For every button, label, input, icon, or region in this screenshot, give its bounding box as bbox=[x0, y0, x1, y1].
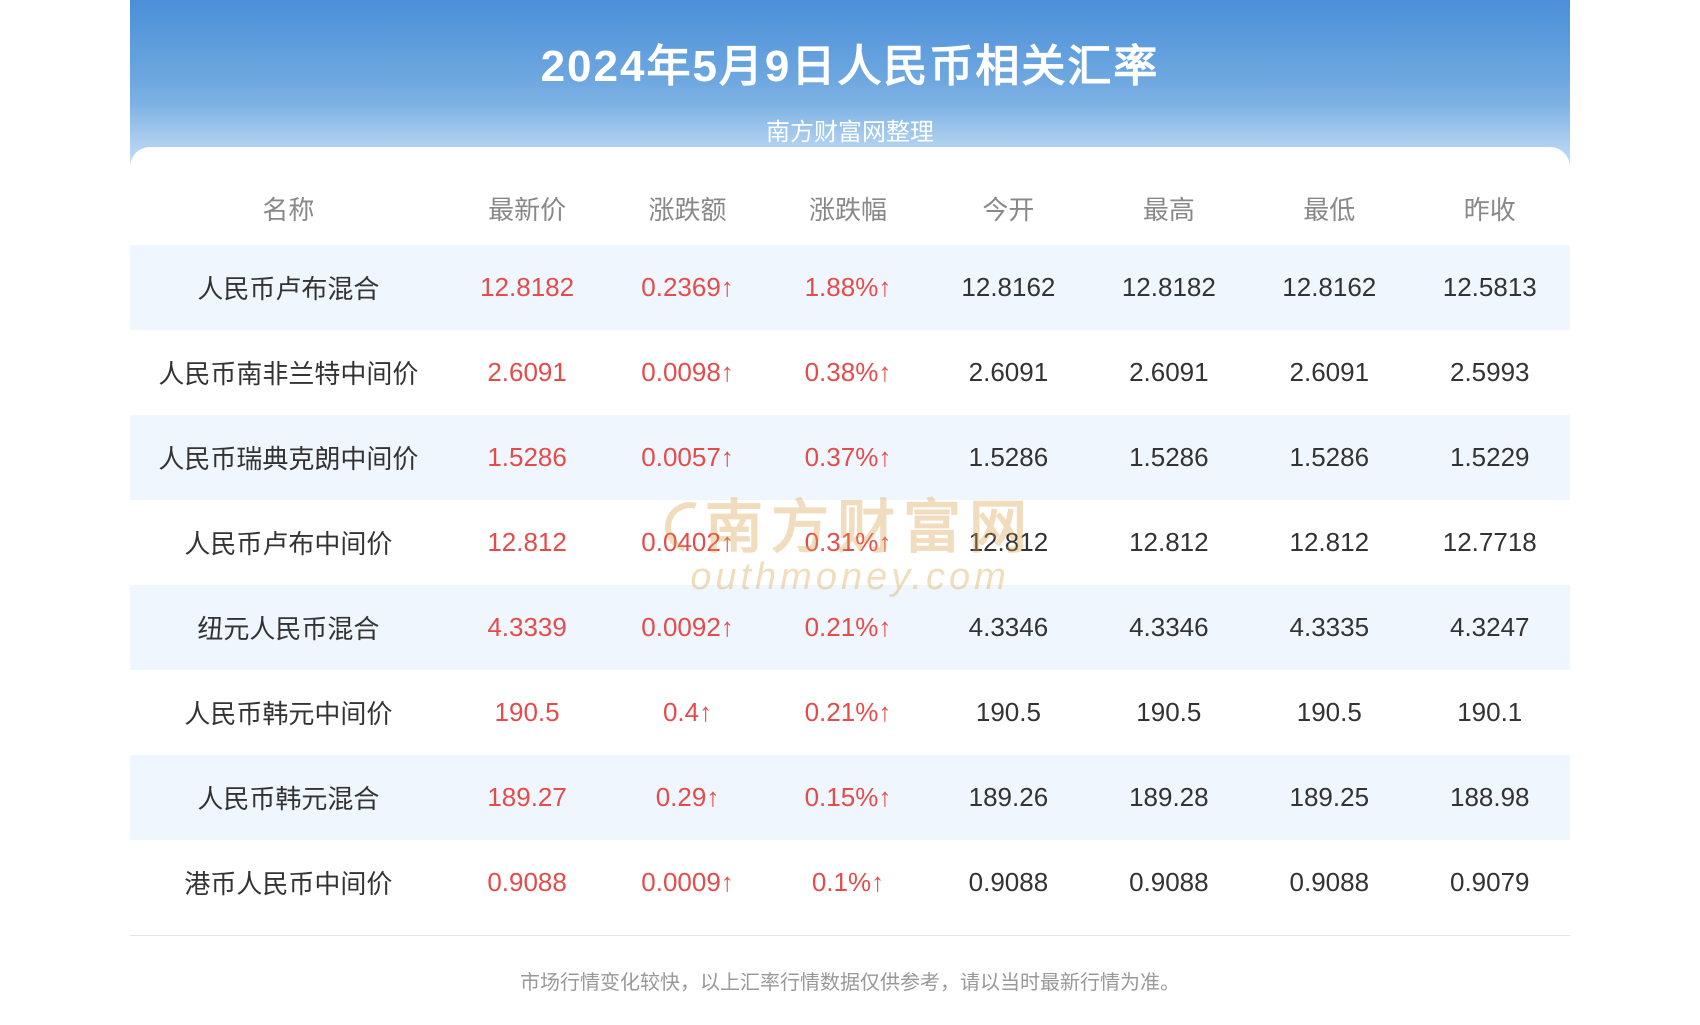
cell-open: 1.5286 bbox=[928, 415, 1088, 500]
cell-latest: 1.5286 bbox=[447, 415, 607, 500]
cell-latest: 12.812 bbox=[447, 500, 607, 585]
cell-low: 4.3335 bbox=[1249, 585, 1409, 670]
cell-open: 2.6091 bbox=[928, 330, 1088, 415]
cell-open: 190.5 bbox=[928, 670, 1088, 755]
cell-prev: 190.1 bbox=[1410, 670, 1571, 755]
cell-change-amt: 0.0009↑ bbox=[607, 840, 767, 925]
cell-name: 人民币韩元中间价 bbox=[130, 670, 447, 755]
cell-prev: 0.9079 bbox=[1410, 840, 1571, 925]
cell-change-amt: 0.29↑ bbox=[607, 755, 767, 840]
cell-prev: 188.98 bbox=[1410, 755, 1571, 840]
col-header-latest: 最新价 bbox=[447, 172, 607, 245]
col-header-prev: 昨收 bbox=[1410, 172, 1571, 245]
cell-prev: 4.3247 bbox=[1410, 585, 1571, 670]
page-container: 2024年5月9日人民币相关汇率 南方财富网整理 名称 最新价 涨跌额 涨跌幅 … bbox=[130, 0, 1570, 1025]
table-row: 人民币韩元混合189.270.29↑0.15%↑189.26189.28189.… bbox=[130, 755, 1570, 840]
cell-change-amt: 0.0402↑ bbox=[607, 500, 767, 585]
cell-change-pct: 0.38%↑ bbox=[768, 330, 928, 415]
page-title: 2024年5月9日人民币相关汇率 bbox=[130, 30, 1570, 94]
cell-change-amt: 0.0092↑ bbox=[607, 585, 767, 670]
cell-high: 12.812 bbox=[1089, 500, 1249, 585]
cell-change-pct: 0.21%↑ bbox=[768, 585, 928, 670]
cell-name: 纽元人民币混合 bbox=[130, 585, 447, 670]
cell-change-amt: 0.0098↑ bbox=[607, 330, 767, 415]
cell-change-amt: 0.0057↑ bbox=[607, 415, 767, 500]
exchange-rate-table: 名称 最新价 涨跌额 涨跌幅 今开 最高 最低 昨收 人民币卢布混合12.818… bbox=[130, 172, 1570, 925]
cell-high: 1.5286 bbox=[1089, 415, 1249, 500]
table-row: 纽元人民币混合4.33390.0092↑0.21%↑4.33464.33464.… bbox=[130, 585, 1570, 670]
cell-name: 人民币瑞典克朗中间价 bbox=[130, 415, 447, 500]
cell-change-pct: 0.21%↑ bbox=[768, 670, 928, 755]
cell-low: 0.9088 bbox=[1249, 840, 1409, 925]
table-row: 人民币卢布混合12.81820.2369↑1.88%↑12.816212.818… bbox=[130, 245, 1570, 330]
cell-name: 人民币韩元混合 bbox=[130, 755, 447, 840]
table-body: 人民币卢布混合12.81820.2369↑1.88%↑12.816212.818… bbox=[130, 245, 1570, 925]
table-row: 人民币卢布中间价12.8120.0402↑0.31%↑12.81212.8121… bbox=[130, 500, 1570, 585]
cell-latest: 4.3339 bbox=[447, 585, 607, 670]
cell-change-pct: 0.31%↑ bbox=[768, 500, 928, 585]
cell-high: 189.28 bbox=[1089, 755, 1249, 840]
table-row: 人民币南非兰特中间价2.60910.0098↑0.38%↑2.60912.609… bbox=[130, 330, 1570, 415]
cell-high: 4.3346 bbox=[1089, 585, 1249, 670]
cell-open: 12.812 bbox=[928, 500, 1088, 585]
cell-latest: 0.9088 bbox=[447, 840, 607, 925]
cell-prev: 12.7718 bbox=[1410, 500, 1571, 585]
cell-change-amt: 0.4↑ bbox=[607, 670, 767, 755]
cell-open: 189.26 bbox=[928, 755, 1088, 840]
footer-disclaimer: 市场行情变化较快，以上汇率行情数据仅供参考，请以当时最新行情为准。 bbox=[130, 935, 1570, 1025]
cell-high: 0.9088 bbox=[1089, 840, 1249, 925]
cell-change-pct: 1.88%↑ bbox=[768, 245, 928, 330]
col-header-open: 今开 bbox=[928, 172, 1088, 245]
cell-latest: 2.6091 bbox=[447, 330, 607, 415]
cell-change-pct: 0.15%↑ bbox=[768, 755, 928, 840]
cell-name: 人民币卢布混合 bbox=[130, 245, 447, 330]
table-card: 名称 最新价 涨跌额 涨跌幅 今开 最高 最低 昨收 人民币卢布混合12.818… bbox=[130, 147, 1570, 1025]
cell-latest: 12.8182 bbox=[447, 245, 607, 330]
col-header-high: 最高 bbox=[1089, 172, 1249, 245]
cell-name: 人民币卢布中间价 bbox=[130, 500, 447, 585]
cell-low: 1.5286 bbox=[1249, 415, 1409, 500]
cell-high: 2.6091 bbox=[1089, 330, 1249, 415]
col-header-change-amt: 涨跌额 bbox=[607, 172, 767, 245]
cell-name: 人民币南非兰特中间价 bbox=[130, 330, 447, 415]
page-subtitle: 南方财富网整理 bbox=[130, 112, 1570, 147]
header-banner: 2024年5月9日人民币相关汇率 南方财富网整理 bbox=[130, 0, 1570, 165]
cell-high: 190.5 bbox=[1089, 670, 1249, 755]
cell-low: 190.5 bbox=[1249, 670, 1409, 755]
cell-latest: 190.5 bbox=[447, 670, 607, 755]
cell-high: 12.8182 bbox=[1089, 245, 1249, 330]
cell-low: 2.6091 bbox=[1249, 330, 1409, 415]
col-header-name: 名称 bbox=[130, 172, 447, 245]
cell-change-amt: 0.2369↑ bbox=[607, 245, 767, 330]
cell-change-pct: 0.37%↑ bbox=[768, 415, 928, 500]
cell-open: 12.8162 bbox=[928, 245, 1088, 330]
table-row: 人民币韩元中间价190.50.4↑0.21%↑190.5190.5190.519… bbox=[130, 670, 1570, 755]
table-header-row: 名称 最新价 涨跌额 涨跌幅 今开 最高 最低 昨收 bbox=[130, 172, 1570, 245]
cell-low: 12.8162 bbox=[1249, 245, 1409, 330]
cell-low: 12.812 bbox=[1249, 500, 1409, 585]
cell-prev: 12.5813 bbox=[1410, 245, 1571, 330]
table-row: 人民币瑞典克朗中间价1.52860.0057↑0.37%↑1.52861.528… bbox=[130, 415, 1570, 500]
col-header-low: 最低 bbox=[1249, 172, 1409, 245]
cell-low: 189.25 bbox=[1249, 755, 1409, 840]
table-row: 港币人民币中间价0.90880.0009↑0.1%↑0.90880.90880.… bbox=[130, 840, 1570, 925]
cell-latest: 189.27 bbox=[447, 755, 607, 840]
cell-name: 港币人民币中间价 bbox=[130, 840, 447, 925]
cell-open: 0.9088 bbox=[928, 840, 1088, 925]
col-header-change-pct: 涨跌幅 bbox=[768, 172, 928, 245]
cell-change-pct: 0.1%↑ bbox=[768, 840, 928, 925]
cell-prev: 2.5993 bbox=[1410, 330, 1571, 415]
cell-open: 4.3346 bbox=[928, 585, 1088, 670]
cell-prev: 1.5229 bbox=[1410, 415, 1571, 500]
